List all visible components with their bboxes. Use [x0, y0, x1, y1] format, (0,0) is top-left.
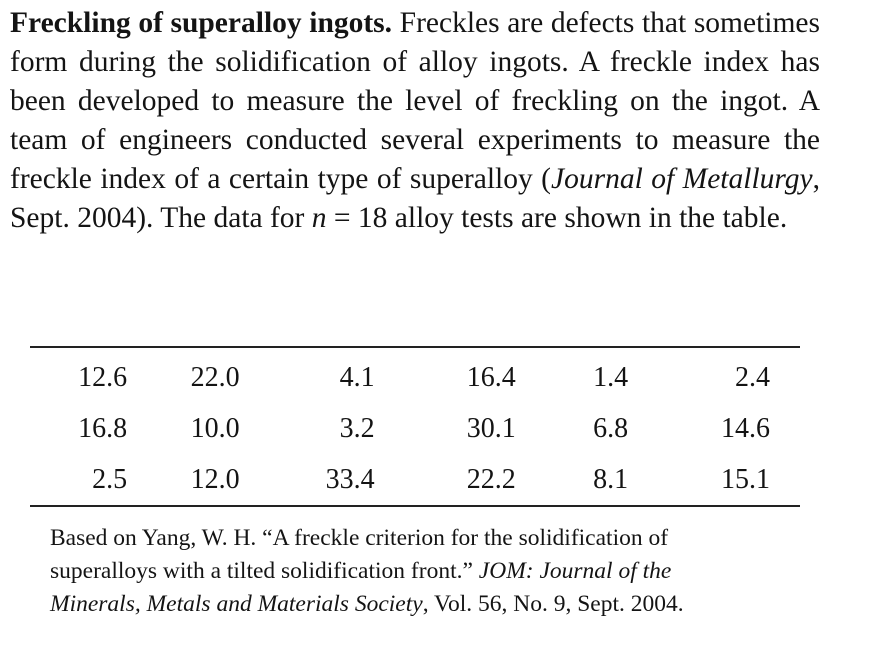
- table-cell: 6.8: [593, 412, 629, 444]
- table-cell: 10.0: [190, 412, 240, 444]
- source-text-1: Based on Yang, W. H. “A freckle criterio…: [50, 525, 669, 584]
- table-bottom-rule: [30, 505, 800, 507]
- source-text-2: , Vol. 56, No. 9, Sept. 2004.: [422, 591, 684, 617]
- table-row: 16.8 10.0 3.2 30.1 6.8 14.6: [30, 403, 800, 454]
- table-cell: 2.5: [92, 463, 128, 495]
- table-cell: 12.6: [78, 361, 128, 393]
- table-cell: 8.1: [593, 463, 629, 495]
- table-cell: 4.1: [339, 361, 375, 393]
- table-row: 2.5 12.0 33.4 22.2 8.1 15.1: [30, 454, 800, 505]
- freckle-data-table: 12.6 22.0 4.1 16.4 1.4 2.4 16.8 10.0 3.2…: [30, 346, 800, 507]
- table-cell: 16.8: [78, 412, 128, 444]
- table-cell: 14.6: [721, 412, 770, 444]
- table-cell: 22.0: [190, 361, 240, 393]
- table-cell: 1.4: [593, 361, 629, 393]
- problem-text-1: Freckles are defects that sometimes form…: [10, 7, 820, 195]
- problem-paragraph: Freckling of superalloy ingots. Freckles…: [10, 4, 820, 238]
- table-cell: 33.4: [325, 463, 375, 495]
- problem-title: Freckling of superalloy ingots.: [10, 7, 393, 39]
- source-citation: Based on Yang, W. H. “A freckle criterio…: [50, 522, 750, 621]
- problem-text-3: = 18 alloy tests are shown in the table.: [326, 202, 788, 234]
- table-cell: 2.4: [735, 361, 770, 393]
- table-cell: 12.0: [190, 463, 240, 495]
- table-top-rule: [30, 346, 800, 348]
- table-cell: 22.2: [466, 463, 516, 495]
- problem-text-2: , Sept. 2004). The data for: [10, 163, 820, 234]
- table-cell: 15.1: [721, 463, 770, 495]
- table-row: 12.6 22.0 4.1 16.4 1.4 2.4: [30, 348, 800, 403]
- data-table: 12.6 22.0 4.1 16.4 1.4 2.4 16.8 10.0 3.2…: [30, 348, 800, 505]
- table-cell: 3.2: [339, 412, 375, 444]
- sample-size-variable: n: [311, 202, 327, 234]
- source-journal: JOM: Journal of the Minerals, Metals and…: [50, 558, 672, 617]
- table-cell: 30.1: [466, 412, 516, 444]
- journal-name: Journal of Metallurgy: [551, 163, 813, 195]
- table-cell: 16.4: [466, 361, 516, 393]
